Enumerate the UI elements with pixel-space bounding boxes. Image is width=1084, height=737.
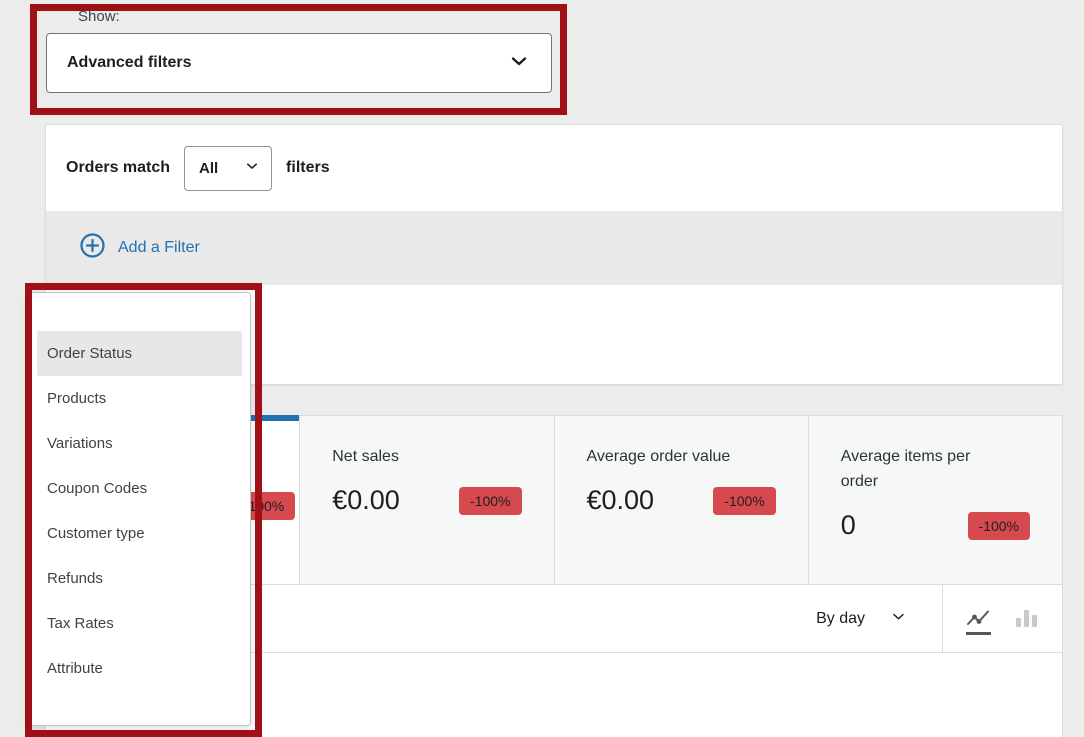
summary-tab-value: €0.00: [586, 485, 655, 515]
match-rule-value: All: [199, 159, 219, 177]
filter-option-customer-type[interactable]: Customer type: [47, 525, 145, 542]
filter-option-coupon-codes[interactable]: Coupon Codes: [47, 480, 148, 497]
show-filter-value: Advanced filters: [67, 54, 192, 71]
filter-option-refunds[interactable]: Refunds: [47, 570, 103, 587]
add-filter-row: Add a Filter: [46, 211, 1062, 285]
summary-tab-average-order-value[interactable]: Average order value €0.00 -100%: [553, 416, 808, 584]
chart-type-toggle: [942, 585, 1062, 652]
summary-tab-label: Net sales: [332, 448, 399, 465]
filter-option-products[interactable]: Products: [47, 390, 107, 407]
chevron-down-icon: [891, 609, 906, 629]
delta-badge: -100%: [967, 511, 1030, 540]
plus-circle-icon: [79, 232, 106, 264]
show-filter-label: Show:: [78, 8, 120, 25]
orders-match-suffix: filters: [286, 159, 330, 176]
add-filter-label: Add a Filter: [118, 239, 200, 256]
summary-tab-label: Average items per order: [840, 448, 971, 490]
add-filter-button[interactable]: Add a Filter: [79, 232, 200, 264]
interval-select[interactable]: By day: [796, 585, 942, 652]
delta-badge: -100%: [713, 486, 776, 515]
show-filter-select[interactable]: Advanced filters: [46, 33, 552, 93]
delta-badge: -100%: [459, 486, 522, 515]
bar-chart-icon[interactable]: [1013, 603, 1040, 635]
orders-match-prefix: Orders match: [66, 159, 171, 176]
summary-tab-value: €0.00: [332, 485, 400, 515]
summary-tab-label: Average order value: [586, 448, 731, 465]
chevron-down-icon: [509, 51, 529, 76]
match-rule-select[interactable]: All: [184, 145, 273, 191]
chevron-down-icon: [245, 159, 259, 178]
orders-match-row: Orders match All filters: [46, 125, 1062, 211]
line-chart-icon[interactable]: [965, 603, 992, 635]
filter-option-attribute[interactable]: Attribute: [47, 660, 103, 677]
filter-option-variations[interactable]: Variations: [47, 435, 113, 452]
summary-tab-value: 0: [840, 510, 856, 540]
add-filter-dropdown: Order Status Products Variations Coupon …: [28, 292, 251, 726]
summary-tab-average-items-per-order[interactable]: Average items per order 0 -100%: [807, 416, 1062, 584]
interval-value: By day: [816, 609, 865, 627]
summary-tab-net-sales[interactable]: Net sales €0.00 -100%: [299, 416, 554, 584]
filter-option-order-status[interactable]: Order Status: [37, 331, 242, 376]
filter-option-tax-rates[interactable]: Tax Rates: [47, 615, 114, 632]
